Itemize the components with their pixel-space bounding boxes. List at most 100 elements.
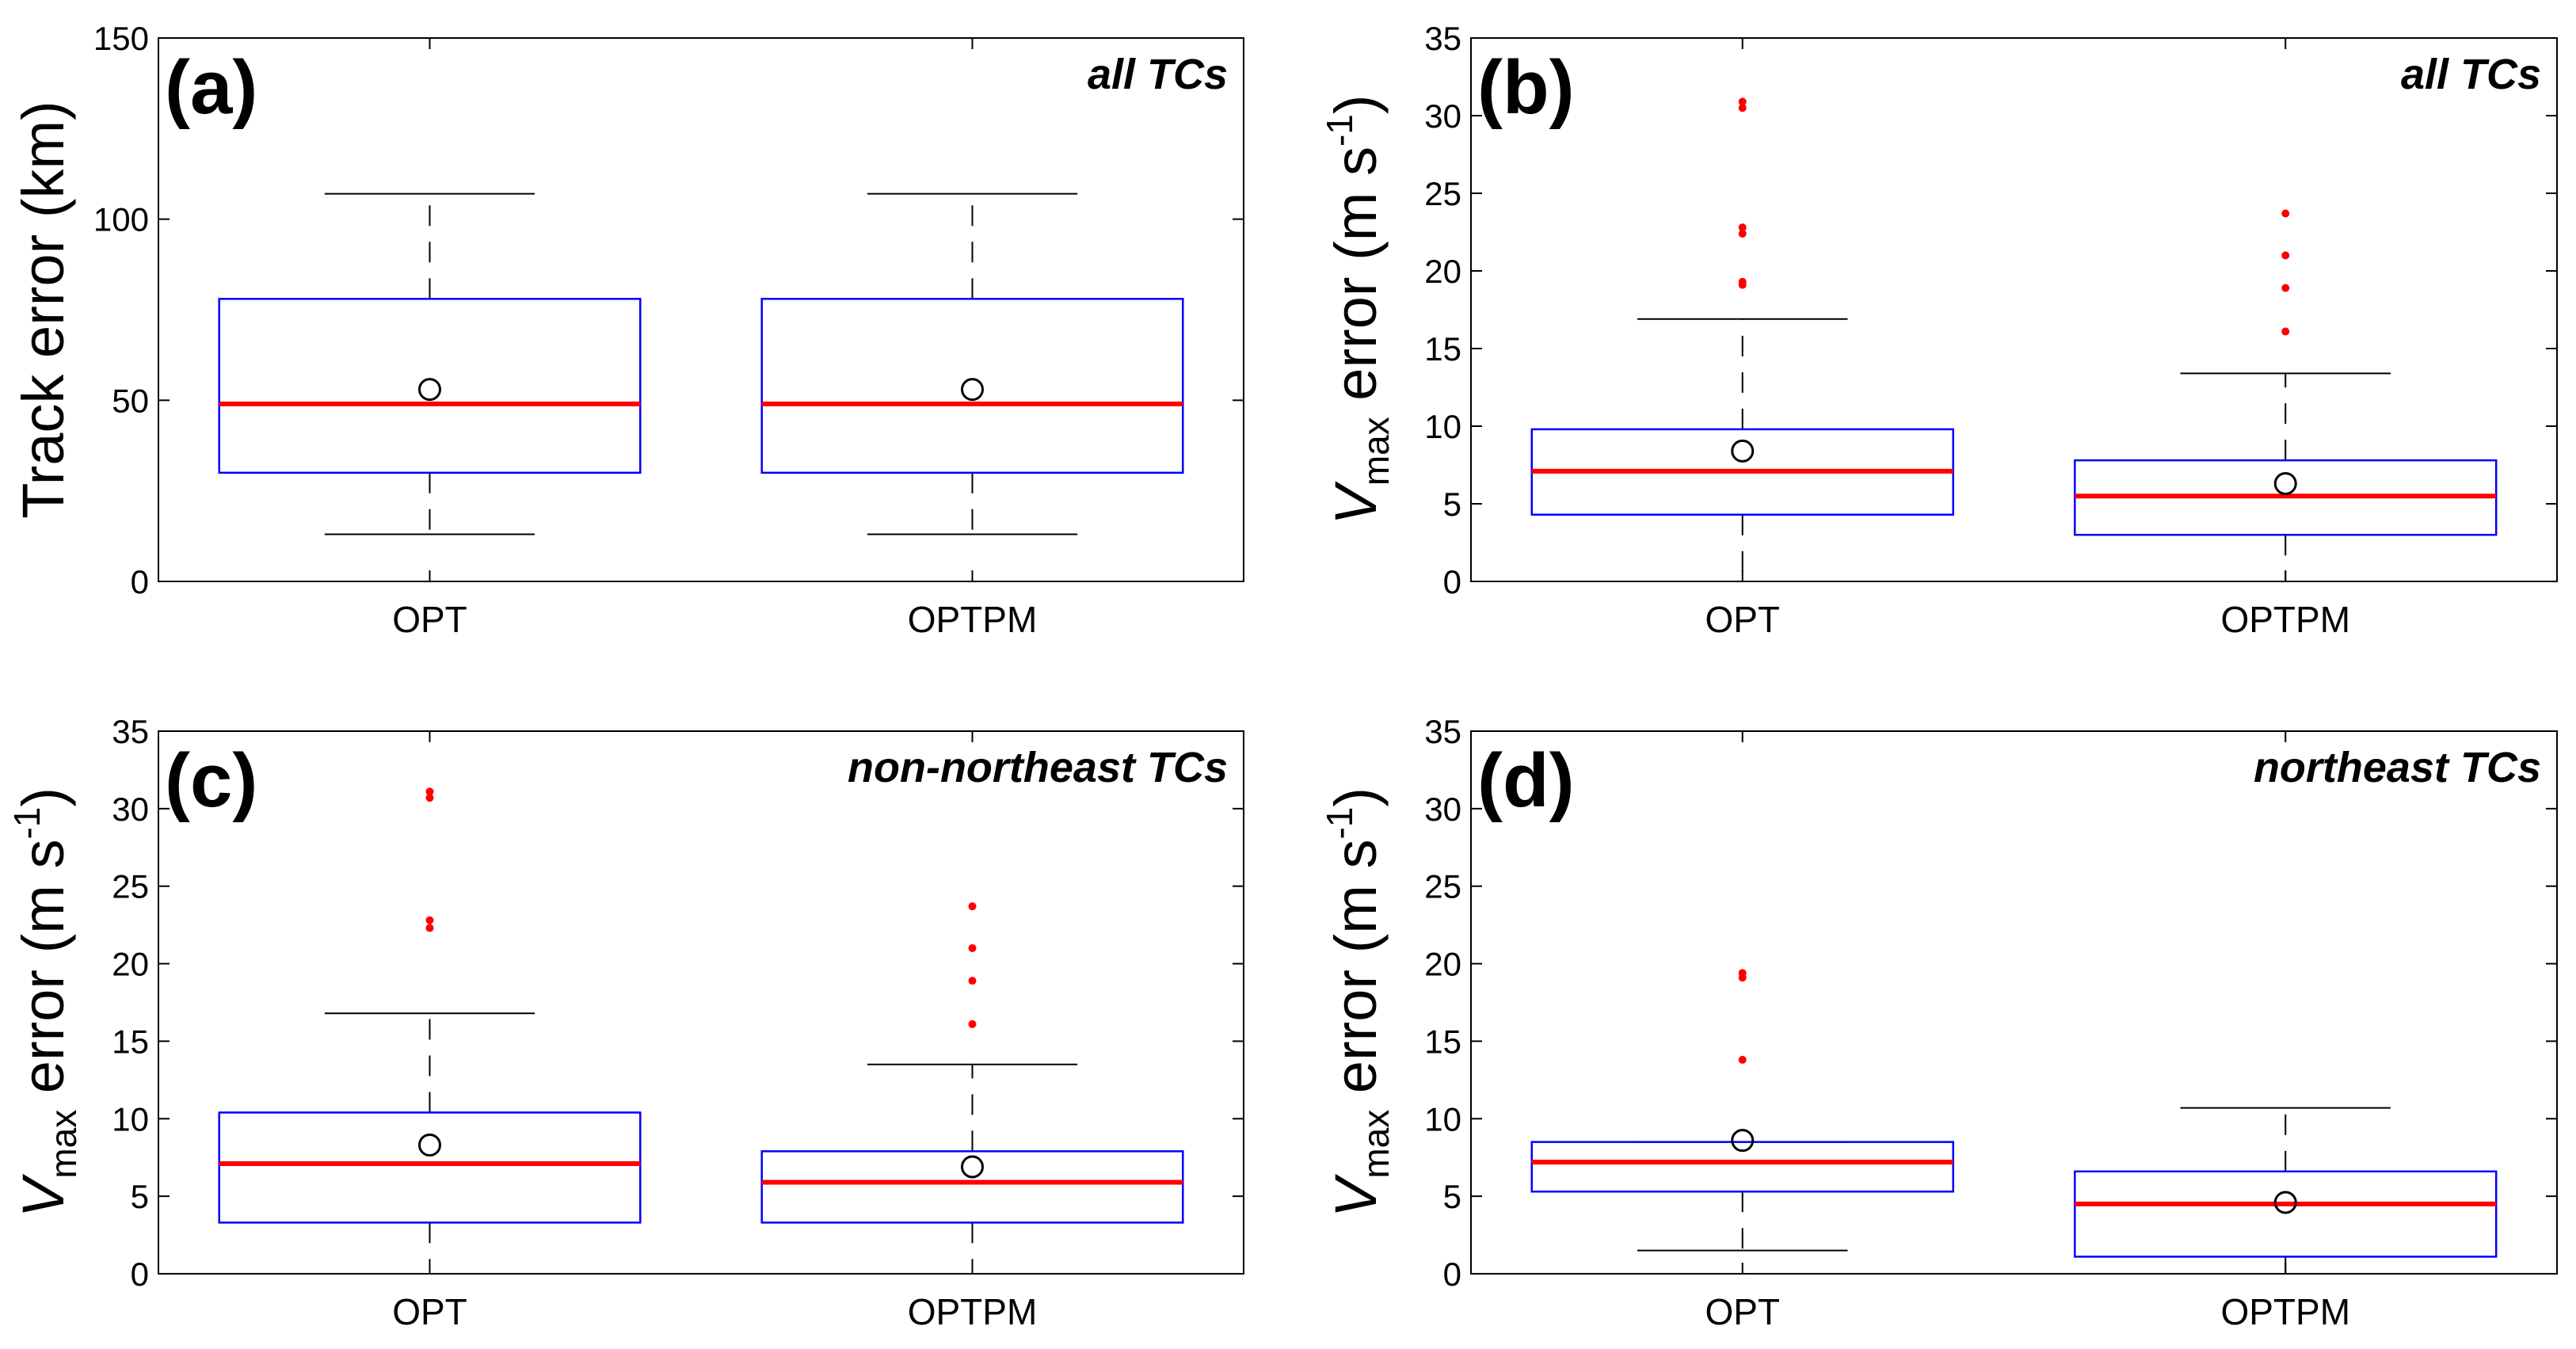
y-tick-label: 50 — [112, 382, 149, 419]
outlier-point — [1738, 277, 1747, 286]
outlier-point — [1738, 1055, 1747, 1064]
y-tick-label: 20 — [112, 946, 149, 983]
y-tick-label: 20 — [1424, 253, 1461, 290]
y-axis-label-sup: -1 — [6, 807, 48, 840]
x-tick-label: OPT — [392, 599, 467, 640]
mean-marker — [1731, 439, 1755, 463]
y-axis-label-sup: -1 — [1319, 807, 1360, 840]
y-tick-label: 0 — [131, 1256, 149, 1293]
outlier-point — [968, 902, 977, 911]
outlier-point — [425, 794, 434, 802]
box-optpm — [760, 902, 1184, 1275]
y-axis-label-end: ) — [10, 787, 76, 807]
subset-label: all TCs — [1088, 51, 1228, 98]
y-tick-label: 0 — [1443, 1256, 1461, 1293]
x-tick-label: OPT — [1705, 599, 1780, 640]
y-tick-label: 5 — [131, 1178, 149, 1215]
y-tick-label: 10 — [112, 1100, 149, 1138]
y-axis-label-end: ) — [1323, 94, 1389, 114]
x-tick-label: OPTPM — [908, 1291, 1038, 1332]
y-tick-label: 10 — [1424, 408, 1461, 445]
box-optpm — [2074, 1107, 2498, 1275]
y-axis-label-mid: error (m s — [10, 840, 76, 1110]
y-axis-label-var: V — [1323, 1173, 1389, 1218]
y-axis-label-var: V — [10, 1173, 76, 1218]
y-axis-label-sub: max — [1355, 1110, 1397, 1179]
y-tick-label: 10 — [1424, 1100, 1461, 1138]
y-tick-label: 25 — [112, 868, 149, 905]
y-tick-label: 20 — [1424, 946, 1461, 983]
y-axis-label-sub: max — [1355, 417, 1397, 486]
subset-label: all TCs — [2401, 51, 2541, 98]
y-tick-label: 150 — [93, 20, 149, 57]
iqr-box — [2074, 1170, 2498, 1258]
y-tick-label: 15 — [1424, 1023, 1461, 1060]
outlier-point — [968, 944, 977, 952]
panel-d: 0 5 10 15 20 25 30 35 OPT OPTPM (d) northeast TCs Vm… — [1319, 713, 2558, 1332]
plot-frame — [1470, 730, 2558, 1275]
y-axis-label-end: ) — [1323, 787, 1389, 807]
outlier-point — [425, 924, 434, 932]
outlier-point — [1738, 104, 1747, 112]
y-tick-label: 35 — [112, 713, 149, 750]
panel-label: (d) — [1477, 738, 1575, 823]
mean-marker — [2273, 1191, 2297, 1214]
y-tick-label: 5 — [1443, 486, 1461, 523]
box-opt — [1530, 969, 1954, 1252]
outlier-point — [968, 977, 977, 985]
outlier-point — [2281, 209, 2290, 218]
outlier-point — [1738, 97, 1747, 106]
mean-marker — [418, 1134, 441, 1157]
y-tick-label: 100 — [93, 201, 149, 238]
outlier-point — [1738, 969, 1747, 977]
y-axis-label: Vmax error (m s-1) — [6, 787, 84, 1218]
y-tick-label: 15 — [1424, 330, 1461, 368]
y-tick-label: 0 — [1443, 563, 1461, 600]
outlier-point — [2281, 251, 2290, 260]
y-axis-label-mid: error (m s — [1323, 840, 1389, 1110]
y-tick-label: 30 — [112, 791, 149, 828]
plot-frame — [158, 37, 1244, 582]
box-opt — [218, 192, 642, 535]
iqr-box — [1530, 1141, 1954, 1193]
outlier-point — [968, 1019, 977, 1028]
panel-label: (a) — [165, 45, 257, 130]
box-opt — [218, 787, 642, 1275]
iqr-box — [760, 298, 1184, 474]
mean-marker — [418, 378, 441, 402]
x-tick-label: OPTPM — [2220, 1291, 2350, 1332]
y-axis-label-mid: error (m s — [1323, 147, 1389, 417]
y-tick-label: 25 — [1424, 175, 1461, 212]
subset-label: northeast TCs — [2254, 744, 2541, 791]
mean-marker — [961, 378, 984, 402]
y-axis-label-sup: -1 — [1319, 114, 1360, 147]
outlier-point — [425, 787, 434, 796]
outlier-point — [2281, 327, 2290, 336]
panel-c: 0 5 10 15 20 25 30 35 OPT OPTPM (c) non-northeast T… — [6, 713, 1244, 1332]
y-tick-label: 0 — [131, 563, 149, 600]
y-tick-label: 35 — [1424, 20, 1461, 57]
box-opt — [1530, 97, 1954, 582]
outlier-point — [1738, 229, 1747, 238]
iqr-box — [760, 1150, 1184, 1224]
x-tick-label: OPT — [392, 1291, 467, 1332]
y-axis-label-var: V — [1323, 481, 1389, 525]
box-optpm — [760, 192, 1184, 535]
plot-frame — [158, 730, 1244, 1275]
iqr-box — [218, 1111, 642, 1224]
x-tick-label: OPTPM — [908, 599, 1038, 640]
y-axis-label: Track error (km) — [10, 101, 76, 519]
y-axis-label-sub: max — [43, 1110, 84, 1179]
y-axis-label: Vmax error (m s-1) — [1319, 94, 1397, 524]
y-tick-label: 30 — [1424, 791, 1461, 828]
panel-b: 0 5 10 15 20 25 30 35 OPT OPTPM (b) all TCs Vmax err… — [1319, 20, 2558, 640]
y-tick-label: 35 — [1424, 713, 1461, 750]
y-axis-label: Vmax error (m s-1) — [1319, 787, 1397, 1218]
mean-marker — [961, 1155, 984, 1179]
subset-label: non-northeast TCs — [848, 744, 1228, 791]
iqr-box — [218, 298, 642, 474]
y-tick-label: 15 — [112, 1023, 149, 1060]
plot-frame — [1470, 37, 2558, 582]
outlier-point — [2281, 284, 2290, 292]
